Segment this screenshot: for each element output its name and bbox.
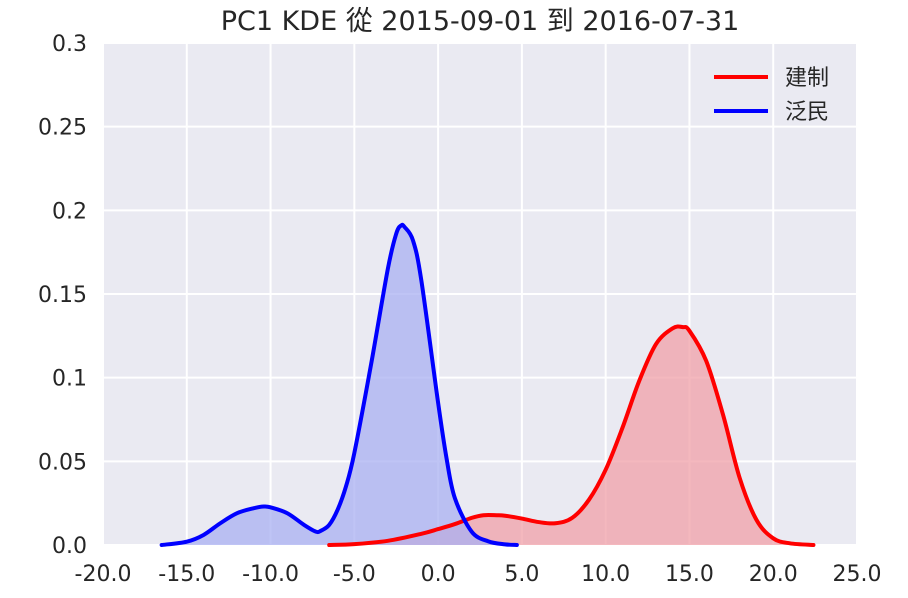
x-tick-label: -20.0 <box>75 562 132 587</box>
kde-area-jianzhi <box>329 326 814 545</box>
x-tick-label: -5.0 <box>333 562 376 587</box>
kde-line-jianzhi <box>327 324 816 547</box>
x-tick-label: 15.0 <box>665 562 714 587</box>
y-tick-label: 0.1 <box>52 367 87 392</box>
y-tick-label: 0.2 <box>52 199 87 224</box>
x-tick-label: -15.0 <box>158 562 215 587</box>
y-tick-label: 0.0 <box>52 534 87 559</box>
x-tick-label: 5.0 <box>504 562 539 587</box>
x-tick-label: 25.0 <box>833 562 882 587</box>
tick-labels: -20.0 -15.0 -10.0 -5.0 0.0 5.0 10.0 15.0 20.0 25.… <box>38 32 881 587</box>
x-tick-label: -10.0 <box>242 562 299 587</box>
kde-area-fanmin <box>161 224 517 546</box>
y-tick-label: 0.3 <box>52 32 87 57</box>
legend-label-jianzhi: 建制 <box>785 66 829 91</box>
x-tick-label: 0.0 <box>421 562 456 587</box>
kde-line-fanmin <box>159 222 519 547</box>
y-tick-label: 0.25 <box>38 116 87 141</box>
series-layer <box>159 222 816 547</box>
legend-label-fanmin: 泛民 <box>785 100 829 125</box>
x-tick-label: 20.0 <box>749 562 798 587</box>
chart-title: PC1 KDE 從 2015-09-01 到 2016-07-31 <box>221 6 740 37</box>
legend: 建制 泛民 <box>714 66 829 125</box>
x-tick-label: 10.0 <box>581 562 630 587</box>
y-tick-label: 0.15 <box>38 283 87 308</box>
y-tick-label: 0.05 <box>38 450 87 475</box>
